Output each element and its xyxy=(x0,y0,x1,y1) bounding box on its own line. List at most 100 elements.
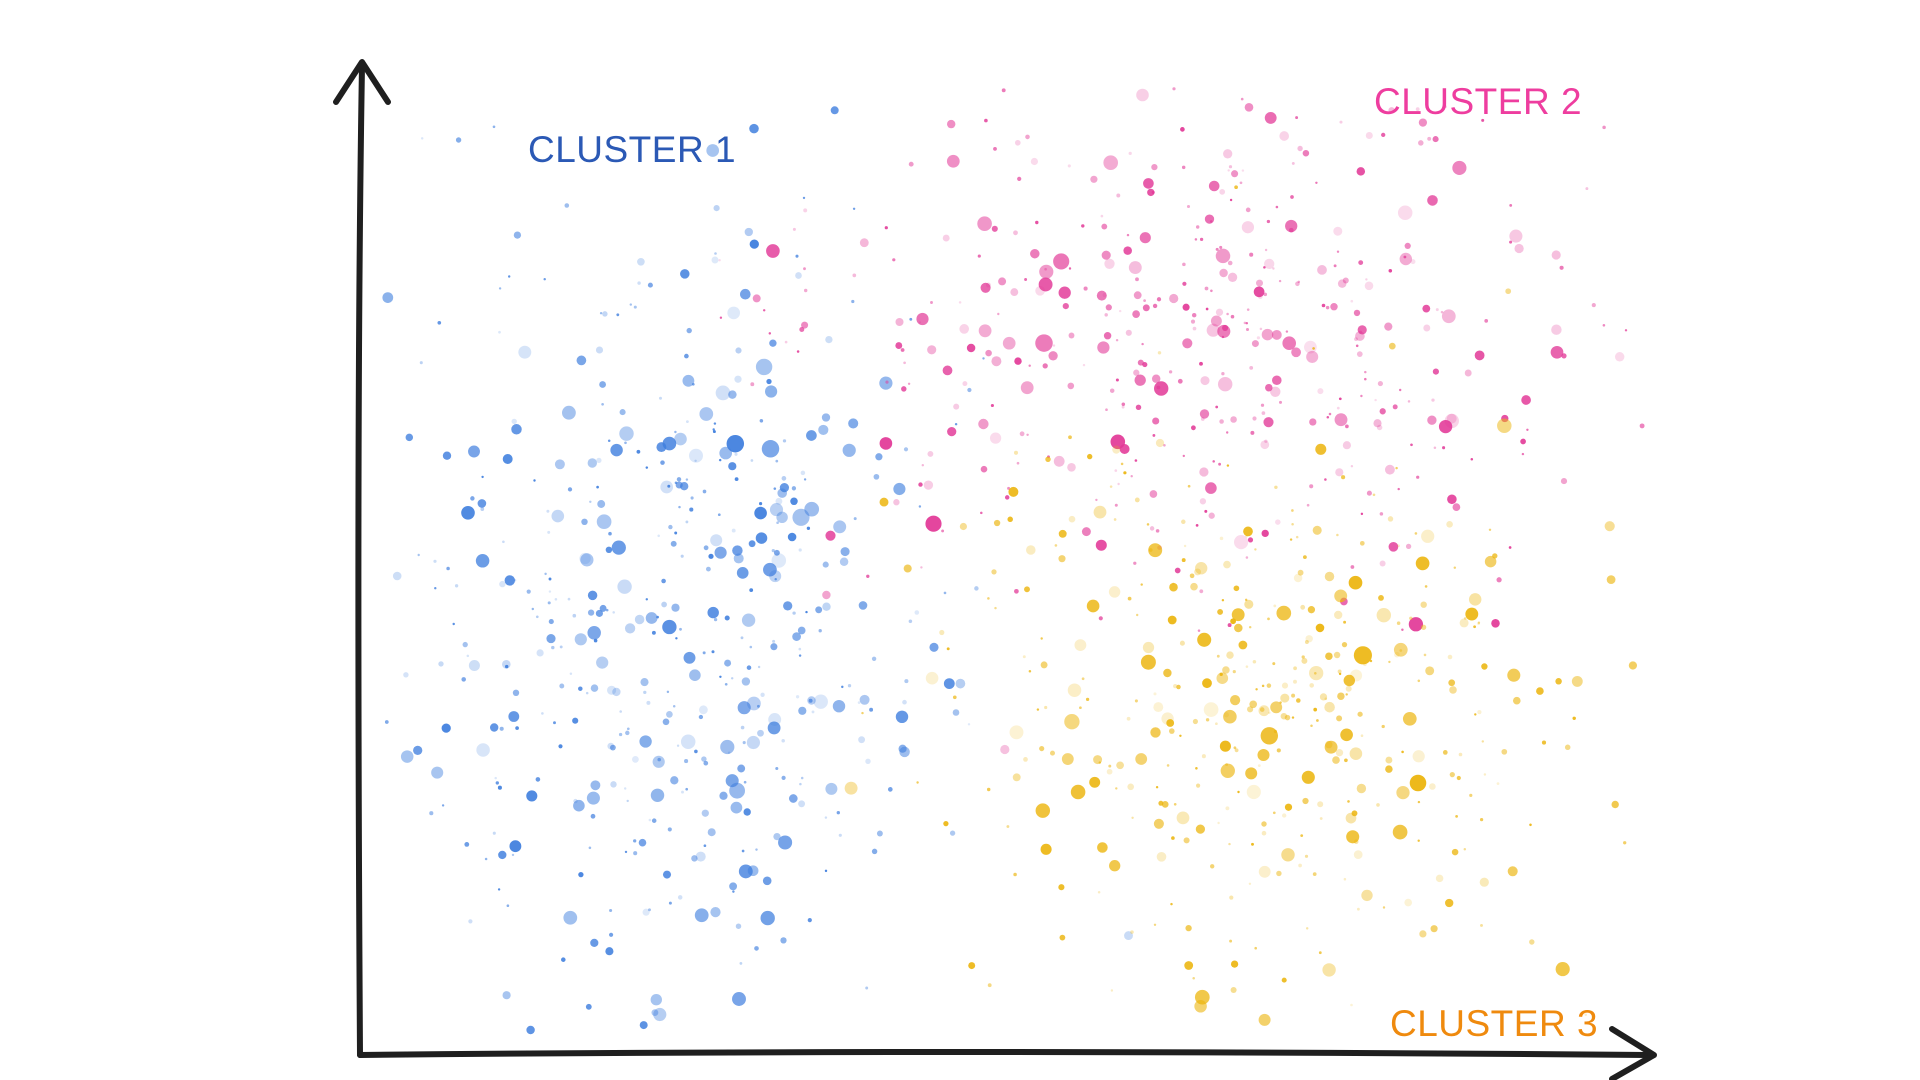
scatter-point xyxy=(772,639,776,643)
scatter-point xyxy=(1016,461,1020,465)
scatter-point xyxy=(1219,189,1226,195)
scatter-point xyxy=(718,458,722,462)
scatter-point xyxy=(1412,750,1425,763)
scatter-point xyxy=(554,598,558,601)
scatter-point xyxy=(1479,877,1489,887)
scatter-point xyxy=(626,799,629,803)
scatter-point xyxy=(1231,170,1239,178)
scatter-point xyxy=(476,743,490,757)
scatter-point xyxy=(546,509,550,513)
scatter-point xyxy=(699,705,708,715)
scatter-point xyxy=(659,396,662,400)
scatter-point xyxy=(1289,538,1293,541)
scatter-point xyxy=(875,453,883,461)
scatter-point xyxy=(1427,136,1432,141)
scatter-point xyxy=(657,534,660,538)
scatter-point xyxy=(694,908,709,923)
scatter-point xyxy=(1174,567,1181,574)
scatter-point xyxy=(954,422,958,426)
scatter-point xyxy=(1019,431,1025,437)
scatter-point xyxy=(1330,302,1338,311)
scatter-point xyxy=(1431,398,1435,402)
scatter-point xyxy=(787,532,797,542)
scatter-point xyxy=(468,659,480,672)
scatter-point xyxy=(1042,363,1048,369)
scatter-point xyxy=(734,375,742,383)
scatter-point xyxy=(1182,303,1190,311)
scatter-point xyxy=(1488,528,1492,532)
scatter-point xyxy=(1101,250,1111,260)
scatter-point xyxy=(1325,305,1330,310)
scatter-point xyxy=(788,794,798,803)
scatter-point xyxy=(1223,560,1231,569)
scatter-point xyxy=(674,531,678,535)
scatter-point xyxy=(666,690,670,694)
scatter-point xyxy=(1149,526,1155,531)
scatter-point xyxy=(1264,111,1277,124)
scatter-series-cluster-3 xyxy=(844,185,1638,1026)
scatter-point xyxy=(830,106,839,115)
scatter-point xyxy=(1443,105,1447,109)
scatter-point xyxy=(626,727,630,731)
scatter-point xyxy=(1259,327,1263,331)
scatter-point xyxy=(757,704,760,708)
scatter-point xyxy=(1305,635,1313,643)
scatter-point xyxy=(1415,556,1430,571)
scatter-point xyxy=(599,312,603,315)
scatter-point xyxy=(1295,281,1300,287)
scatter-point xyxy=(768,332,772,335)
scatter-point xyxy=(763,562,777,577)
scatter-point xyxy=(1358,260,1364,266)
scatter-point xyxy=(382,292,394,303)
scatter-point xyxy=(852,273,857,278)
scatter-point xyxy=(1182,281,1187,286)
scatter-point xyxy=(1109,388,1115,393)
scatter-point xyxy=(822,590,831,600)
scatter-point xyxy=(536,649,544,657)
scatter-point xyxy=(1141,342,1144,346)
scatter-point xyxy=(1044,705,1048,710)
scatter-point xyxy=(612,611,615,614)
scatter-point xyxy=(1215,405,1219,409)
scatter-point xyxy=(1285,330,1289,333)
scatter-point xyxy=(636,449,641,454)
scatter-point xyxy=(678,505,681,509)
scatter-point xyxy=(1332,756,1340,764)
scatter-point xyxy=(609,908,613,913)
scatter-point xyxy=(497,785,502,790)
scatter-point xyxy=(461,677,466,682)
scatter-point xyxy=(547,601,551,605)
scatter-point xyxy=(1166,719,1175,727)
scatter-point xyxy=(840,547,850,557)
scatter-point xyxy=(1197,629,1201,632)
scatter-point xyxy=(742,741,746,745)
scatter-point xyxy=(1153,702,1164,713)
scatter-point xyxy=(1135,277,1139,282)
scatter-point xyxy=(551,645,555,650)
scatter-point xyxy=(1339,120,1343,124)
scatter-point xyxy=(645,612,658,624)
scatter-point xyxy=(918,505,922,508)
scatter-point xyxy=(987,983,992,988)
scatter-point xyxy=(1067,683,1082,697)
scatter-point xyxy=(1239,181,1243,185)
scatter-point xyxy=(1451,848,1459,856)
scatter-point xyxy=(1197,632,1212,647)
scatter-point xyxy=(1264,439,1268,443)
scatter-point xyxy=(1333,264,1337,268)
scatter-point xyxy=(645,598,648,601)
scatter-point xyxy=(640,678,649,687)
scatter-point xyxy=(638,838,647,847)
scatter-point xyxy=(1204,214,1215,224)
scatter-point xyxy=(735,923,742,929)
scatter-point xyxy=(781,476,787,481)
scatter-point xyxy=(818,424,829,435)
scatter-point xyxy=(1108,586,1121,598)
scatter-point xyxy=(579,552,591,565)
scatter-point xyxy=(1309,418,1317,426)
scatter-point xyxy=(1315,623,1325,633)
scatter-point xyxy=(1257,748,1270,762)
scatter-point xyxy=(712,428,715,431)
scatter-point xyxy=(757,665,761,669)
scatter-point xyxy=(1435,308,1439,312)
